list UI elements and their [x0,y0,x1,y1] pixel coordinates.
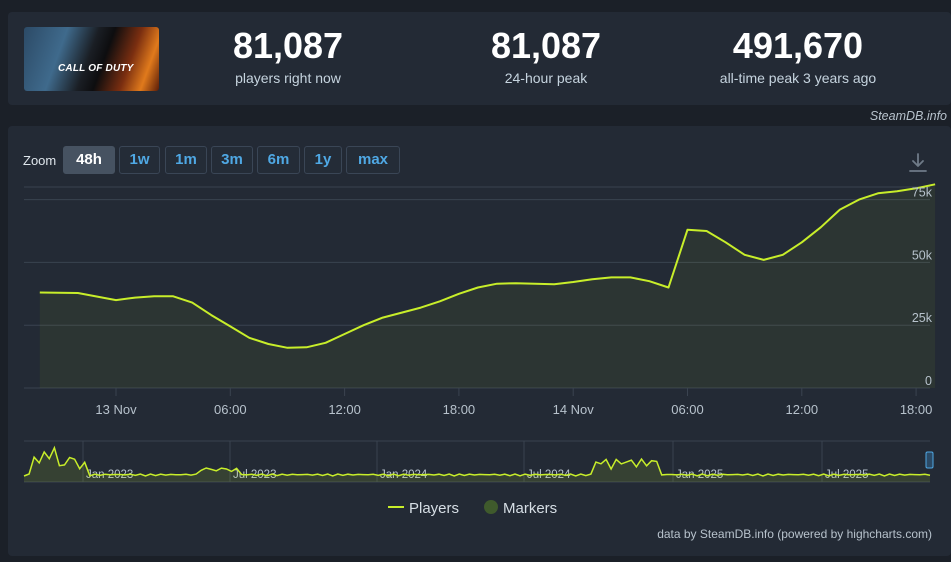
highcharts-credit[interactable]: data by SteamDB.info (powered by highcha… [657,527,932,541]
x-tick-label: 18:00 [900,402,933,417]
x-tick-label: 13 Nov [95,402,137,417]
download-icon[interactable] [908,152,928,174]
legend-label-players: Players [409,500,460,517]
zoom-3m-button[interactable]: 3m [211,146,253,174]
zoom-label: Zoom [23,153,57,168]
peak-24h-value: 81,087 [490,25,602,66]
x-tick-label: 06:00 [671,402,704,417]
legend-label-markers: Markers [503,500,558,517]
navigator-handle[interactable] [925,451,934,469]
x-tick-label: 06:00 [214,402,247,417]
players-now-value: 81,087 [232,25,344,66]
all-time-peak-stat: 491,670 all-time peak 3 years ago [698,25,898,87]
all-time-peak-value: 491,670 [732,25,864,66]
zoom-1m-button[interactable]: 1m [165,146,207,174]
zoom-48h-button[interactable]: 48h [63,146,115,174]
zoom-6m-button[interactable]: 6m [257,146,300,174]
players-line [39,183,936,349]
all-time-peak-label: all-time peak 3 years ago [719,70,877,86]
y-tick-label: 75k [912,186,933,200]
y-tick-label: 0 [925,374,932,388]
steamdb-credit-link[interactable]: SteamDB.info [869,109,947,123]
players-now-stat: 81,087 players right now [208,25,368,87]
x-tick-label: 14 Nov [553,402,595,417]
legend-item-markers[interactable]: Markers [484,500,557,517]
zoom-1y-button[interactable]: 1y [304,146,342,174]
zoom-1w-button[interactable]: 1w [119,146,160,174]
navigator-line [23,445,931,477]
x-tick-label: 12:00 [328,402,361,417]
markers-legend-swatch [484,500,498,515]
peak-24h-label: 24-hour peak [504,70,588,86]
chart-panel [8,126,951,556]
game-thumbnail[interactable]: CALL OF DUTY [24,27,159,91]
navigator-area [24,447,930,482]
legend-item-players[interactable]: Players [388,500,459,517]
players-now-label: players right now [235,70,341,86]
y-tick-label: 50k [912,248,933,262]
players-legend-swatch [388,506,404,509]
peak-24h-stat: 81,087 24-hour peak [466,25,626,87]
zoom-max-button[interactable]: max [346,146,400,174]
x-tick-label: 18:00 [443,402,476,417]
navigator-tick-label: Jan 2024 [380,469,428,481]
y-tick-label: 25k [912,311,933,325]
x-tick-label: 12:00 [786,402,819,417]
game-logo-text: CALL OF DUTY [58,63,134,74]
stats-panel: CALL OF DUTY 81,087 players right now 81… [8,12,951,105]
